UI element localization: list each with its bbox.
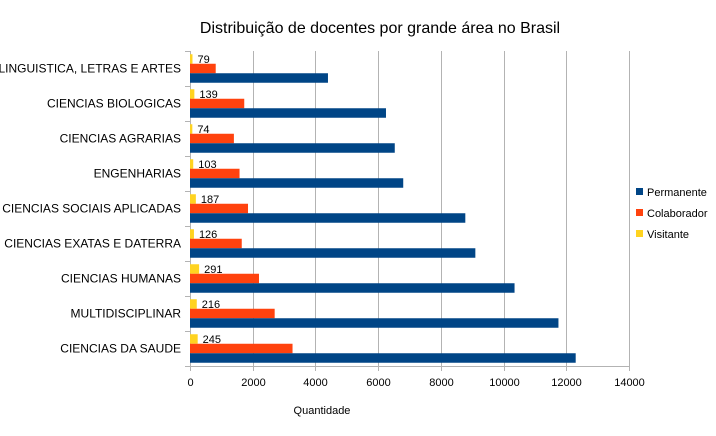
bar-colaborador: [190, 203, 249, 214]
bar-visitante: [190, 124, 193, 134]
bars: [190, 54, 576, 363]
bar-permanente: [190, 108, 386, 118]
x-tick-label: 8000: [429, 377, 453, 389]
category-label: MULTIDISCIPLINAR: [71, 307, 182, 321]
bar-visitante: [190, 264, 200, 274]
x-axis-title: Quantidade: [294, 405, 351, 417]
category-label: ENGENHARIAS: [94, 167, 181, 181]
bar-visitante: [190, 54, 193, 64]
category-label: CIENCIAS AGRARIAS: [60, 132, 181, 146]
data-label: 187: [201, 194, 219, 206]
category-label: LINGUISTICA, LETRAS E ARTES: [0, 62, 181, 76]
data-label: 139: [199, 89, 217, 101]
bar-colaborador: [190, 308, 275, 319]
data-label: 79: [197, 54, 209, 66]
bar-permanente: [190, 178, 404, 188]
data-labels: 79 139 74 103 187 126 291 216 245: [197, 54, 222, 346]
data-label: 216: [202, 299, 220, 311]
legend-swatch: [636, 230, 643, 237]
bar-colaborador: [190, 98, 245, 109]
x-tick-label: 0: [187, 377, 193, 389]
data-label: 291: [204, 264, 222, 276]
bar-permanente: [190, 353, 576, 363]
data-label: 74: [197, 124, 209, 136]
bar-permanente: [190, 248, 476, 258]
bar-visitante: [190, 299, 197, 309]
legend-swatch: [636, 209, 643, 216]
bar-colaborador: [190, 343, 293, 354]
legend-label: Colaborador: [647, 208, 708, 220]
legend-swatch: [636, 188, 643, 195]
gridlines: [185, 51, 630, 371]
x-tick-label: 14000: [614, 377, 645, 389]
legend: Permanente Colaborador Visitante: [636, 187, 708, 241]
bar-permanente: [190, 283, 515, 293]
category-label: CIENCIAS EXATAS E DATERRA: [4, 237, 181, 251]
category-label: CIENCIAS DA SAUDE: [60, 342, 181, 356]
bar-visitante: [190, 159, 194, 169]
x-tick-label: 4000: [303, 377, 327, 389]
bar-colaborador: [190, 238, 242, 249]
data-label: 245: [203, 334, 221, 346]
x-tick-label: 6000: [366, 377, 390, 389]
bar-colaborador: [190, 168, 240, 179]
data-label: 126: [199, 229, 217, 241]
category-label: CIENCIAS BIOLOGICAS: [47, 97, 181, 111]
legend-label: Visitante: [647, 229, 689, 241]
data-label: 103: [198, 159, 216, 171]
category-label: CIENCIAS HUMANAS: [61, 272, 181, 286]
bar-visitante: [190, 89, 195, 99]
bar-colaborador: [190, 63, 216, 74]
x-tick-label: 10000: [489, 377, 520, 389]
category-label: CIENCIAS SOCIAIS APLICADAS: [2, 202, 181, 216]
chart-title: Distribuição de docentes por grande área…: [200, 20, 560, 37]
x-tick-label: 12000: [551, 377, 582, 389]
bar-permanente: [190, 213, 466, 223]
legend-label: Permanente: [647, 187, 707, 199]
category-labels: LINGUISTICA, LETRAS E ARTES CIENCIAS BIOL…: [0, 62, 181, 356]
bar-visitante: [190, 194, 196, 204]
bar-permanente: [190, 73, 328, 83]
bar-permanente: [190, 318, 559, 328]
bar-visitante: [190, 229, 194, 239]
bar-colaborador: [190, 273, 259, 284]
x-tick-label: 2000: [241, 377, 265, 389]
bar-colaborador: [190, 133, 234, 144]
x-tick-labels: 0 2000 4000 6000 8000 10000 12000 14000: [187, 377, 644, 389]
bar-permanente: [190, 143, 395, 153]
bar-visitante: [190, 334, 198, 344]
